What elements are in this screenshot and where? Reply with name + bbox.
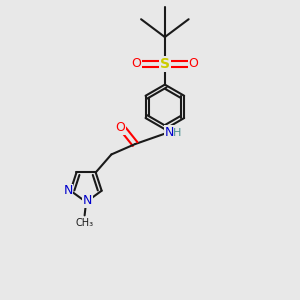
Text: N: N <box>165 126 174 139</box>
Text: O: O <box>132 57 142 70</box>
Text: N: N <box>64 184 73 197</box>
Text: N: N <box>83 194 92 207</box>
Text: O: O <box>115 121 125 134</box>
Text: S: S <box>160 57 170 71</box>
Text: H: H <box>173 128 182 138</box>
Text: O: O <box>188 57 198 70</box>
Text: CH₃: CH₃ <box>76 218 94 228</box>
